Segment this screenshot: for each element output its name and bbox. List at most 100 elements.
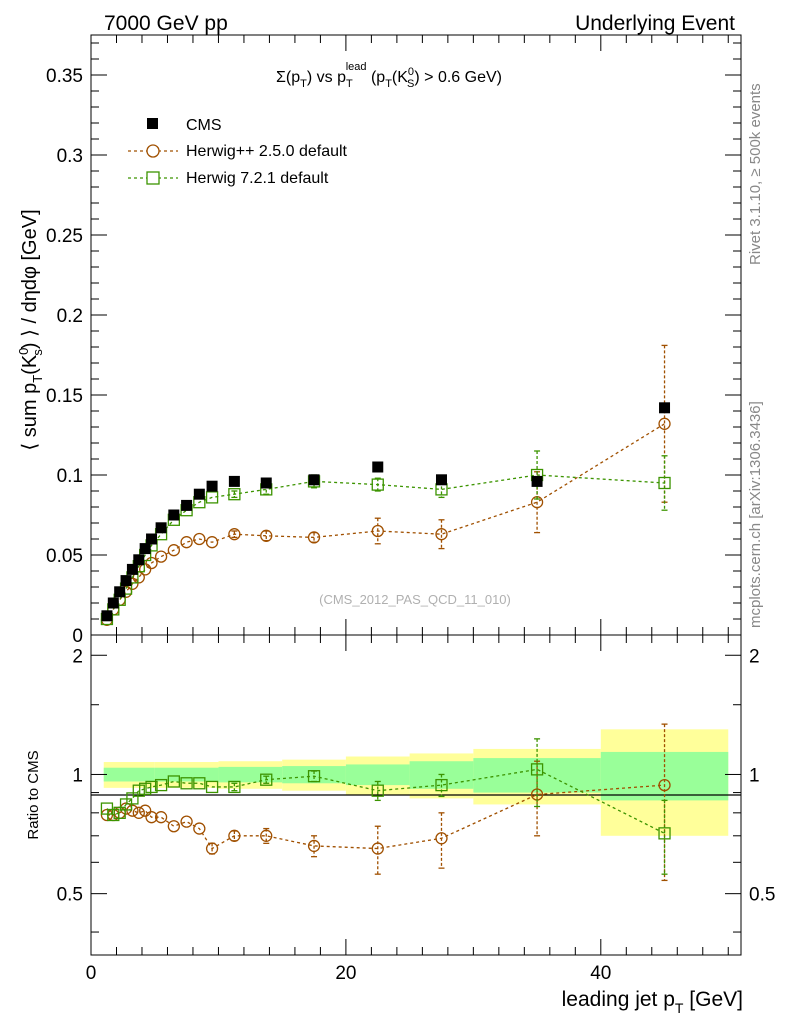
- main-y-tick-label: 0.1: [57, 466, 83, 487]
- data-point: [168, 509, 180, 521]
- title-sup-lead: lead: [346, 61, 367, 73]
- data-point: [435, 778, 448, 792]
- main-y-tick-label: 0.2: [57, 306, 83, 327]
- main-y-tick-label: 0.3: [57, 146, 83, 167]
- x-tick-label: 0: [86, 963, 97, 984]
- data-point: [132, 806, 145, 819]
- main-y-tick-label: 0.35: [46, 66, 83, 87]
- ratio-band-green: [218, 766, 283, 783]
- data-point: [154, 550, 168, 563]
- data-point: [260, 529, 273, 542]
- xlabel-part-a: leading jet p: [562, 988, 675, 1011]
- data-point: [101, 610, 113, 622]
- data-point: [435, 528, 448, 541]
- ratio-band-green: [345, 764, 410, 786]
- data-point: [107, 597, 119, 609]
- ratio-uncertainty-bands: [103, 729, 729, 836]
- ylabel-sub-t: T: [30, 375, 45, 383]
- data-point: [371, 842, 384, 855]
- data-point: [531, 475, 543, 487]
- data-point: [658, 827, 671, 840]
- data-point: [260, 773, 273, 786]
- data-point: [205, 536, 219, 549]
- ylabel-part-a: ⟨ sum p: [19, 383, 41, 451]
- data-point: [228, 780, 241, 794]
- data-point: [180, 777, 193, 790]
- data-point: [120, 575, 132, 587]
- data-point: [205, 780, 219, 794]
- x-axis-label: leading jet pT [GeV]: [562, 988, 743, 1016]
- main-y-axis-label: ⟨ sum pT(K0s) ⟩ / dηdφ [GeV]: [16, 209, 45, 450]
- legend-cms-label: CMS: [186, 117, 222, 134]
- title-sup-zero: 0: [408, 66, 414, 78]
- data-point: [126, 563, 138, 575]
- title-sub-t3: T: [385, 78, 392, 90]
- ratio-y-tick-label: 2: [72, 646, 83, 667]
- ratio-y-axis-label: Ratio to CMS: [25, 750, 42, 839]
- legend-herwigpp-label: Herwig++ 2.5.0 default: [186, 143, 348, 160]
- title-part-sigma: Σ(p: [276, 69, 300, 86]
- data-point: [371, 524, 384, 538]
- ratio-frame: [90, 634, 742, 956]
- ylabel-part-c: ) ⟩ / dηdφ [GeV]: [19, 209, 41, 349]
- series-line: [106, 474, 665, 620]
- data-point: [228, 829, 241, 842]
- ratio-y-tick-label-right: 1: [749, 765, 760, 786]
- main-y-tick-label: 0.05: [46, 546, 83, 567]
- rivet-label: Rivet 3.1.10, ≥ 500k events: [747, 83, 764, 265]
- data-point: [307, 770, 321, 783]
- data-point: [114, 586, 126, 598]
- data-point: [530, 763, 544, 776]
- title-part-tail: ) > 0.6 GeV): [414, 69, 502, 86]
- data-point: [193, 532, 206, 546]
- data-point: [228, 528, 241, 541]
- title-sub-s: S: [407, 78, 414, 90]
- data-point: [193, 822, 206, 835]
- data-point: [260, 477, 272, 489]
- legend-herwig7-label: Herwig 7.2.1 default: [186, 170, 329, 187]
- ratio-y-tick-label: 0.5: [57, 885, 83, 906]
- data-point: [133, 554, 145, 566]
- data-point: [260, 829, 273, 842]
- data-point: [180, 815, 193, 828]
- data-point: [139, 563, 152, 576]
- data-point: [139, 804, 152, 817]
- data-point: [154, 811, 168, 824]
- xlabel-sub-t: T: [675, 1000, 684, 1016]
- x-tick-label: 20: [335, 963, 356, 984]
- data-point: [145, 811, 158, 824]
- data-point: [658, 476, 671, 490]
- data-point: [167, 544, 180, 557]
- ylabel-sub-s: s: [30, 349, 45, 356]
- data-point: [145, 556, 158, 570]
- data-point: [371, 478, 384, 491]
- data-point: [307, 839, 321, 853]
- data-point: [206, 480, 218, 492]
- data-point: [113, 806, 126, 819]
- data-point: [181, 499, 193, 511]
- main-title: Σ(pT) vs pTlead (pT(K0 S) > 0.6 GeV): [276, 61, 502, 90]
- data-point: [155, 522, 167, 534]
- series-line: [106, 423, 665, 621]
- data-point: [371, 784, 384, 797]
- data-point: [228, 475, 240, 487]
- title-part-paren: (p: [367, 69, 386, 86]
- ylabel-sup-zero: 0: [16, 348, 31, 355]
- data-point: [126, 792, 139, 805]
- data-point: [658, 778, 671, 792]
- ratio-band-green: [103, 767, 155, 782]
- data-point: [107, 808, 120, 822]
- title-sub-t1: T: [300, 78, 307, 90]
- data-point: [193, 488, 205, 500]
- title-part-k: (K: [392, 69, 408, 86]
- data-point: [193, 777, 206, 790]
- header-right-label: Underlying Event: [575, 12, 735, 35]
- ratio-panel: 0.5 0.51 12 20 20 40 Ratio to CMS leading jet…: [25, 634, 775, 1016]
- ylabel-part-b: (K: [19, 354, 41, 375]
- main-series-layer: [100, 344, 671, 626]
- data-point: [139, 543, 151, 555]
- main-y-tick-label: 0: [72, 626, 83, 647]
- data-point: [180, 536, 193, 549]
- title-part-vs: ) vs p: [307, 69, 346, 86]
